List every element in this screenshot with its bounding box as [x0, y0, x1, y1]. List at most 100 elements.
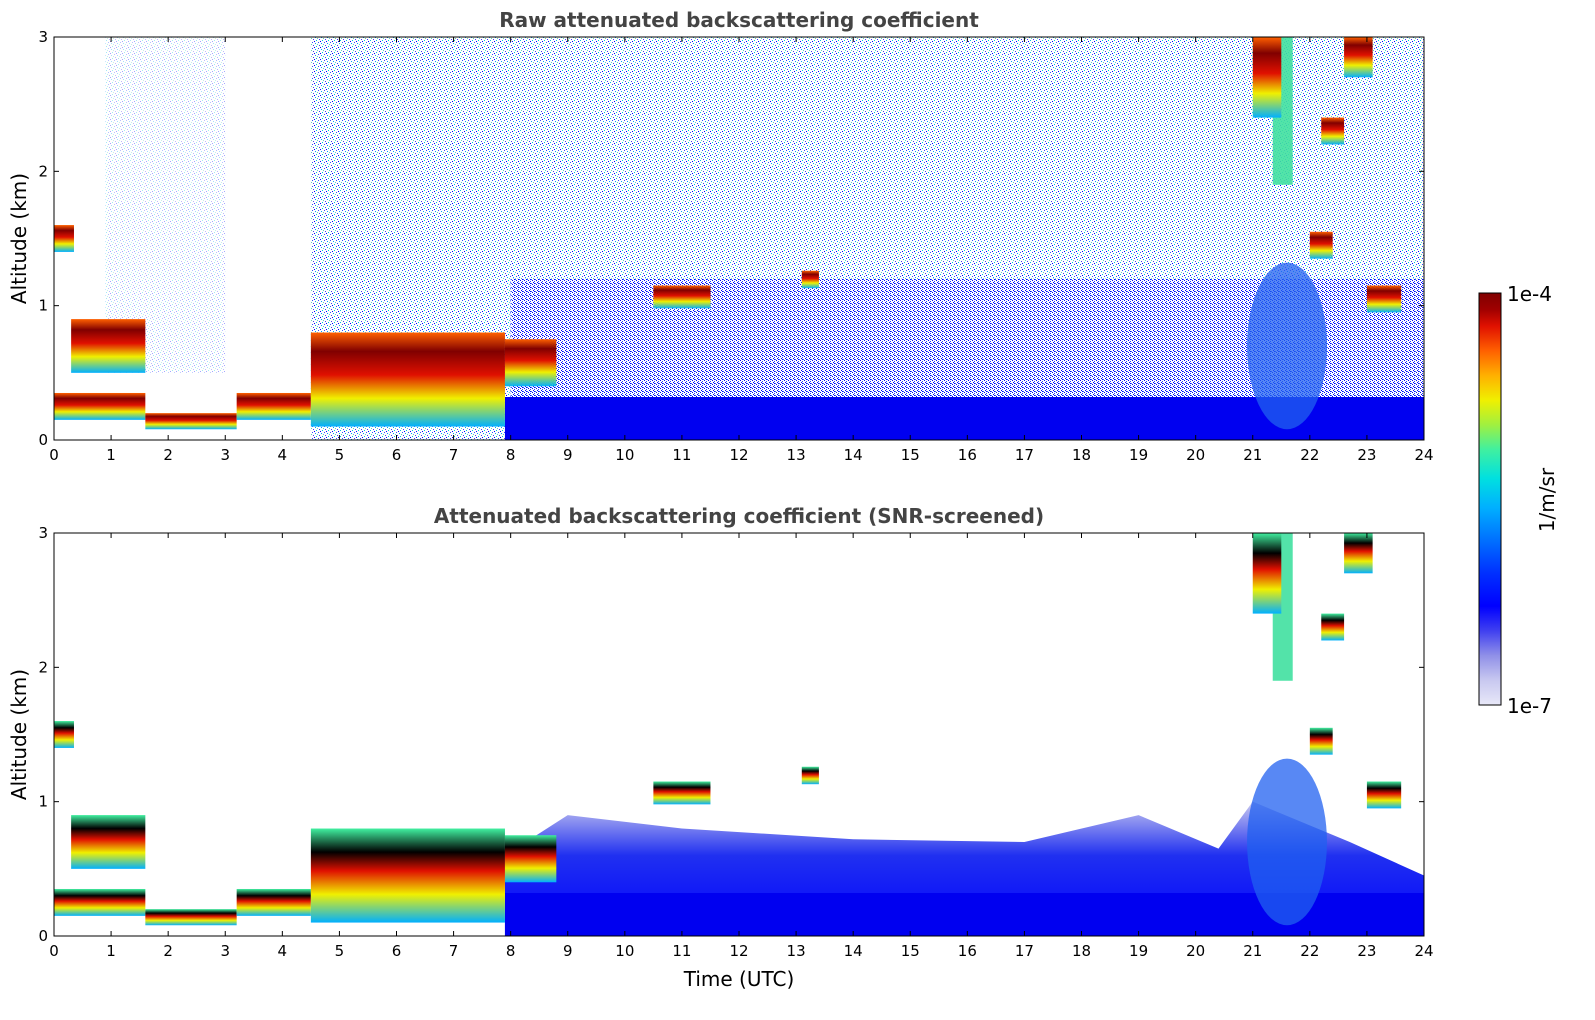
- x-tick-label: 9: [563, 942, 573, 960]
- x-tick-label: 10: [615, 446, 634, 464]
- x-tick-label: 6: [392, 446, 402, 464]
- x-tick-label: 1: [106, 446, 116, 464]
- x-axis-label: Time (UTC): [683, 967, 795, 991]
- cloud-layer: [145, 413, 237, 430]
- x-tick-label: 19: [1129, 942, 1148, 960]
- cloud-layer: [1366, 781, 1402, 809]
- x-tick-label: 8: [506, 942, 516, 960]
- y-tick-label: 0: [38, 431, 48, 449]
- cloud-layer: [1252, 533, 1282, 614]
- x-tick-label: 7: [449, 446, 459, 464]
- x-tick-label: 17: [1015, 942, 1034, 960]
- x-tick-label: 14: [844, 942, 863, 960]
- x-tick-label: 5: [335, 446, 345, 464]
- x-tick-label: 7: [449, 942, 459, 960]
- cloud-layer: [310, 332, 505, 427]
- y-tick-label: 2: [38, 162, 48, 180]
- x-tick-label: 13: [787, 942, 806, 960]
- x-tick-label: 11: [672, 446, 691, 464]
- x-tick-label: 4: [278, 942, 288, 960]
- y-axis-label: Altitude (km): [7, 173, 31, 304]
- cloud-layer: [653, 781, 711, 805]
- cloud-layer: [54, 888, 146, 916]
- x-tick-label: 13: [787, 446, 806, 464]
- x-tick-label: 3: [220, 942, 230, 960]
- x-tick-label: 16: [958, 942, 977, 960]
- cloud-layer: [1321, 613, 1345, 641]
- chart-title: Raw attenuated backscattering coefficien…: [499, 8, 979, 32]
- x-tick-label: 2: [163, 446, 173, 464]
- x-tick-label: 15: [901, 446, 920, 464]
- x-tick-label: 16: [958, 446, 977, 464]
- x-tick-label: 0: [49, 942, 59, 960]
- cloud-layer: [801, 270, 819, 289]
- cloud-layer: [653, 285, 711, 309]
- x-tick-label: 14: [844, 446, 863, 464]
- x-tick-label: 12: [729, 446, 748, 464]
- x-tick-label: 24: [1414, 446, 1433, 464]
- cloud-layer: [1344, 37, 1373, 78]
- colorbar: 1e-4 1e-7 1/m/sr: [1478, 282, 1559, 718]
- y-tick-label: 0: [38, 927, 48, 945]
- x-tick-label: 24: [1414, 942, 1433, 960]
- x-tick-label: 2: [163, 942, 173, 960]
- x-tick-label: 21: [1243, 942, 1262, 960]
- x-tick-label: 4: [278, 446, 288, 464]
- screened-backscatter-panel: Attenuated backscattering coefficient (S…: [7, 504, 1434, 991]
- cloud-layer: [1344, 533, 1373, 574]
- cloud-layer: [1252, 37, 1282, 118]
- cloud-layer: [71, 319, 146, 373]
- colorbar-unit-label: 1/m/sr: [1535, 467, 1559, 532]
- cloud-layer: [504, 835, 557, 883]
- x-tick-label: 18: [1072, 446, 1091, 464]
- chart-title: Attenuated backscattering coefficient (S…: [434, 504, 1044, 528]
- y-axis-label: Altitude (km): [7, 669, 31, 800]
- colorbar-min-label: 1e-7: [1507, 694, 1552, 718]
- cloud-layer: [1366, 285, 1402, 313]
- x-tick-label: 23: [1357, 446, 1376, 464]
- cloud-layer: [236, 392, 311, 420]
- y-tick-label: 1: [38, 793, 48, 811]
- x-tick-label: 11: [672, 942, 691, 960]
- x-tick-label: 6: [392, 942, 402, 960]
- x-tick-label: 5: [335, 942, 345, 960]
- x-tick-label: 3: [220, 446, 230, 464]
- x-tick-label: 22: [1300, 446, 1319, 464]
- cloud-layer: [236, 888, 311, 916]
- colorbar-gradient: [1478, 292, 1502, 706]
- y-tick-label: 1: [38, 297, 48, 315]
- x-tick-label: 20: [1186, 942, 1205, 960]
- noise-field-sparse: [105, 37, 226, 373]
- x-tick-label: 17: [1015, 446, 1034, 464]
- cloud-layer: [54, 392, 146, 420]
- x-tick-label: 8: [506, 446, 516, 464]
- x-tick-label: 10: [615, 942, 634, 960]
- x-tick-label: 21: [1243, 446, 1262, 464]
- y-tick-label: 3: [38, 28, 48, 46]
- x-tick-label: 18: [1072, 942, 1091, 960]
- x-tick-label: 0: [49, 446, 59, 464]
- cloud-layer: [1321, 117, 1345, 145]
- x-tick-label: 20: [1186, 446, 1205, 464]
- raw-backscatter-panel: Raw attenuated backscattering coefficien…: [7, 8, 1434, 464]
- cloud-layer: [71, 815, 146, 869]
- y-tick-label: 2: [38, 658, 48, 676]
- cloud-layer: [1309, 727, 1333, 755]
- colorbar-max-label: 1e-4: [1507, 282, 1552, 306]
- cloud-layer: [54, 225, 74, 252]
- x-tick-label: 9: [563, 446, 573, 464]
- x-tick-label: 15: [901, 942, 920, 960]
- cloud-layer: [1309, 231, 1333, 259]
- cloud-layer: [54, 721, 74, 748]
- cloud-layer: [145, 909, 237, 926]
- cloud-layer: [310, 828, 505, 923]
- x-tick-label: 22: [1300, 942, 1319, 960]
- x-tick-label: 1: [106, 942, 116, 960]
- plume: [1247, 758, 1327, 926]
- plume: [1247, 262, 1327, 430]
- x-tick-label: 19: [1129, 446, 1148, 464]
- cloud-layer: [504, 339, 557, 387]
- y-tick-label: 3: [38, 524, 48, 542]
- x-tick-label: 12: [729, 942, 748, 960]
